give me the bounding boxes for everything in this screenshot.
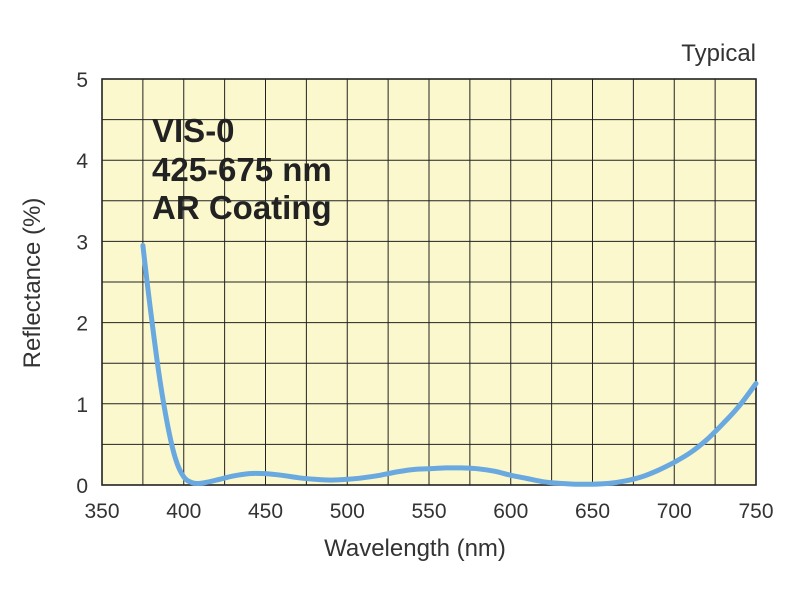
y-tick-label: 0 bbox=[76, 475, 88, 498]
y-tick-label: 2 bbox=[76, 313, 88, 336]
y-tick-label: 1 bbox=[76, 394, 88, 417]
x-tick-label: 500 bbox=[330, 500, 365, 523]
annotation-line-2: 425-675 nm bbox=[152, 151, 332, 188]
x-tick-label: 400 bbox=[166, 500, 201, 523]
x-tick-label: 350 bbox=[84, 500, 119, 523]
x-axis-title: Wavelength (nm) bbox=[324, 535, 506, 562]
y-tick-label: 5 bbox=[76, 69, 88, 92]
y-axis-title: Reflectance (%) bbox=[19, 198, 46, 369]
grid bbox=[102, 79, 756, 485]
annotation-line-3: AR Coating bbox=[152, 189, 332, 226]
reflectance-series-line bbox=[140, 243, 759, 487]
x-tick-label: 550 bbox=[411, 500, 446, 523]
typical-note: Typical bbox=[681, 40, 756, 67]
annotation-line-1: VIS-0 bbox=[152, 112, 235, 149]
x-axis-ticks: 350 400 450 500 550 600 650 700 750 bbox=[84, 500, 773, 523]
x-tick-label: 700 bbox=[657, 500, 692, 523]
x-tick-label: 750 bbox=[738, 500, 773, 523]
y-tick-label: 3 bbox=[76, 231, 88, 254]
x-tick-label: 600 bbox=[493, 500, 528, 523]
y-tick-label: 4 bbox=[76, 150, 88, 173]
x-tick-label: 650 bbox=[575, 500, 610, 523]
plot-frame bbox=[101, 78, 757, 486]
x-tick-label: 450 bbox=[248, 500, 283, 523]
y-axis-ticks: 0 1 2 3 4 5 bbox=[76, 69, 88, 498]
